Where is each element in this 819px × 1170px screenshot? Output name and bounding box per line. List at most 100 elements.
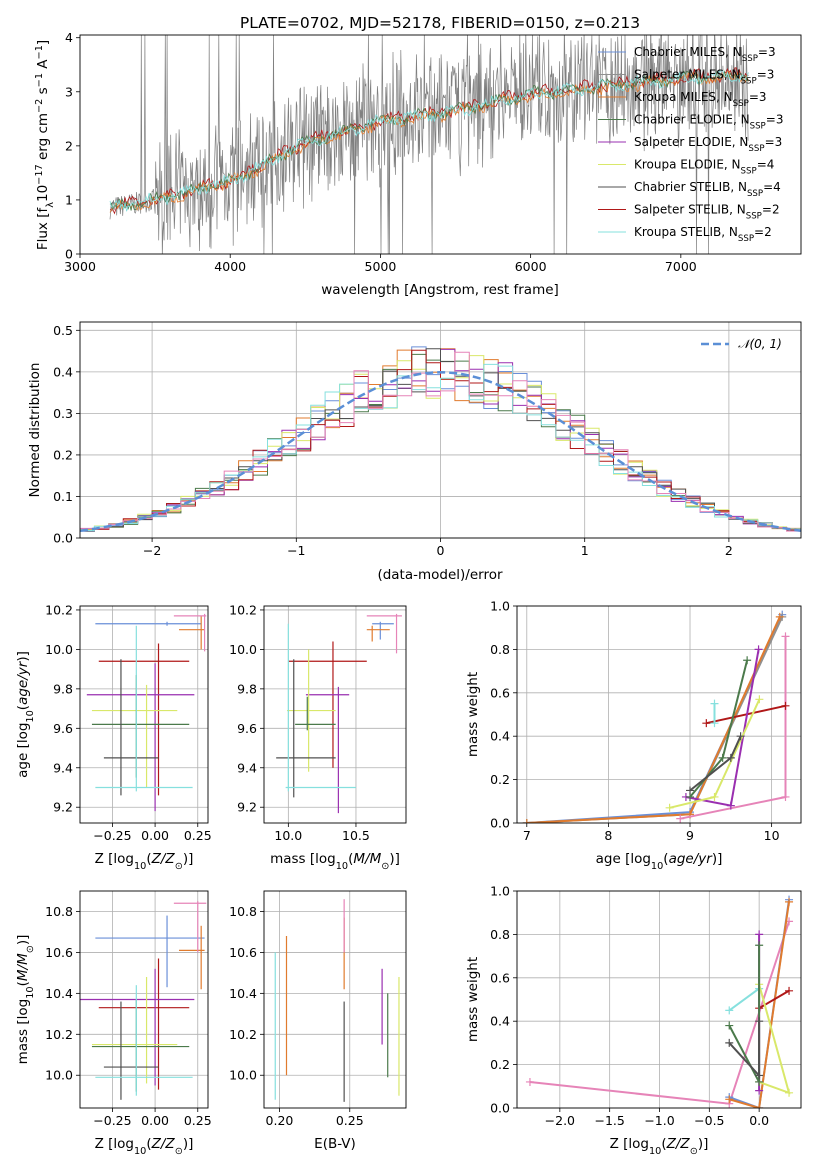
- y-tick-label: 4: [65, 30, 73, 45]
- x-tick-label: −2: [143, 543, 161, 558]
- x-tick-label: −0.5: [694, 1113, 724, 1128]
- x-tick-label: 0.00: [141, 828, 169, 843]
- x-tick-label: 6000: [515, 259, 547, 274]
- y-tick-label: 0.4: [53, 364, 73, 379]
- plot-area-age_vs_mass: [276, 613, 402, 814]
- y-tick-label: 0.2: [53, 447, 73, 462]
- y-tick-label: 10.2: [229, 602, 257, 617]
- chart-title: PLATE=0702, MJD=52178, FIBERID=0150, z=0…: [240, 14, 640, 32]
- mass-weight-marker: [775, 612, 784, 621]
- mass-weight-marker: [725, 1095, 734, 1104]
- axes-frame: [263, 605, 407, 824]
- y-tick-label: 10.8: [229, 904, 257, 919]
- plot-area-mass_vs_Z: [80, 901, 207, 1100]
- y-tick-label: 10.0: [45, 1068, 73, 1083]
- plot-area-age_vs_Z: [86, 613, 207, 812]
- y-tick-label: 10.6: [229, 945, 257, 960]
- x-axis-label: wavelength [Angstrom, rest frame]: [321, 282, 559, 298]
- mass-weight-marker: [710, 719, 719, 728]
- mass-weight-marker: [755, 1086, 764, 1095]
- mass-weight-marker: [785, 1088, 794, 1097]
- legend-entry: Kroupa MILES, NSSP=3: [634, 90, 767, 109]
- x-tick-label: −2.0: [545, 1113, 575, 1128]
- mass-weight-marker: [522, 819, 531, 823]
- axes-massweight_vs_age: 7 8 9 10 0.0 0.2 0.4 0.6 0.8 1.0: [490, 599, 802, 843]
- mass-weight-marker: [736, 732, 745, 741]
- y-tick-label: 0.2: [490, 1057, 510, 1072]
- mass-weight-marker: [726, 801, 735, 810]
- x-tick-label: −0.25: [93, 1113, 131, 1128]
- y-tick-label: 1.0: [490, 884, 510, 899]
- mass-weight-marker: [525, 1077, 534, 1086]
- model-spectrum-line: [109, 70, 749, 213]
- y-tick-label: 2: [65, 138, 73, 153]
- mass-weight-line: [526, 614, 784, 823]
- x-tick-label: −1: [287, 543, 305, 558]
- legend-entry: Salpeter STELIB, NSSP=2: [634, 203, 780, 222]
- y-tick-label: 0.6: [490, 970, 510, 985]
- y-tick-label: 0.1: [53, 489, 73, 504]
- y-tick-label: 9.4: [53, 760, 73, 775]
- y-tick-label: 10.6: [45, 945, 73, 960]
- y-tick-label: 1: [65, 192, 73, 207]
- y-tick-label: 0.0: [53, 531, 73, 546]
- mass-weight-line: [689, 735, 742, 792]
- axes-mass_vs_Z: −0.25 0.00 0.25 10.0 10.2 10.4 10.6 10.8: [45, 890, 212, 1128]
- mass-weight-line: [526, 616, 784, 823]
- axes-frame: [263, 890, 407, 1109]
- residual-histogram-line: [80, 363, 801, 531]
- legend-entry: Salpeter MILES, NSSP=3: [634, 68, 774, 87]
- y-tick-label: 9.8: [237, 681, 257, 696]
- mass-weight-marker: [785, 897, 794, 906]
- y-tick-label: 10.2: [45, 602, 73, 617]
- mass-weight-marker: [743, 656, 752, 665]
- x-tick-label: 4000: [214, 259, 246, 274]
- x-tick-label: 1: [581, 543, 589, 558]
- mass-weight-marker: [710, 699, 719, 708]
- legend-entry: Chabrier MILES, NSSP=3: [634, 45, 776, 64]
- x-tick-label: 0.00: [141, 1113, 169, 1128]
- x-tick-label: 10: [764, 828, 780, 843]
- legend-entry: Salpeter ELODIE, NSSP=3: [634, 135, 782, 154]
- x-tick-label: 0: [437, 543, 445, 558]
- legend-entry: Kroupa ELODIE, NSSP=4: [634, 158, 774, 177]
- y-tick-label: 10.8: [45, 904, 73, 919]
- plot-area-spectrum: [109, 35, 749, 254]
- y-tick-label: 0.0: [490, 816, 510, 831]
- model-spectrum-line: [109, 70, 749, 212]
- x-tick-label: −1.0: [644, 1113, 674, 1128]
- mass-weight-line: [728, 945, 761, 1083]
- mass-weight-marker: [755, 941, 764, 950]
- axes-massweight_vs_Z: −2.0 −1.5 −1.0 −0.5 0.0 0.0 0.2 0.4 0.6 0.8 1.0: [490, 884, 802, 1128]
- x-tick-label: 0.25: [184, 1113, 212, 1128]
- x-tick-label: 8: [604, 828, 612, 843]
- x-tick-label: 2: [725, 543, 733, 558]
- axes-frame: [516, 605, 802, 824]
- y-tick-label: 0.4: [490, 729, 510, 744]
- axes-age_vs_Z: −0.25 0.00 0.25 9.2 9.4 9.6 9.8 10.0 10.2: [45, 602, 212, 843]
- y-tick-label: 10.4: [45, 986, 73, 1001]
- plot-area-mass_vs_EBV: [274, 899, 400, 1102]
- mass-weight-marker: [665, 803, 674, 812]
- x-tick-label: 7: [523, 828, 531, 843]
- y-tick-label: 9.6: [237, 721, 257, 736]
- y-tick-label: 10.2: [45, 1027, 73, 1042]
- mass-weight-marker: [676, 814, 685, 823]
- mass-weight-marker: [755, 930, 764, 939]
- plot-area-massweight_vs_age: [522, 610, 790, 823]
- y-axis-label: mass weight: [465, 672, 481, 757]
- y-axis-label: mass [log10(M/M⊙)]: [15, 935, 36, 1065]
- x-axis-label: E(B-V): [314, 1136, 356, 1152]
- plot-area-massweight_vs_Z: [525, 895, 794, 1108]
- mass-weight-marker: [755, 695, 764, 704]
- axes-frame: [516, 890, 802, 1109]
- x-axis-label: Z [log10(Z/Z⊙)]: [95, 1136, 194, 1157]
- y-tick-label: 1.0: [490, 599, 510, 614]
- plot-area-residuals: [80, 346, 801, 532]
- axes-frame: [79, 34, 802, 255]
- y-tick-label: 0.8: [490, 642, 510, 657]
- mass-weight-marker: [725, 1038, 734, 1047]
- axes-mass_vs_EBV: 0.20 0.25 10.0 10.2 10.4 10.6 10.8: [229, 890, 407, 1128]
- x-tick-label: 0.25: [184, 828, 212, 843]
